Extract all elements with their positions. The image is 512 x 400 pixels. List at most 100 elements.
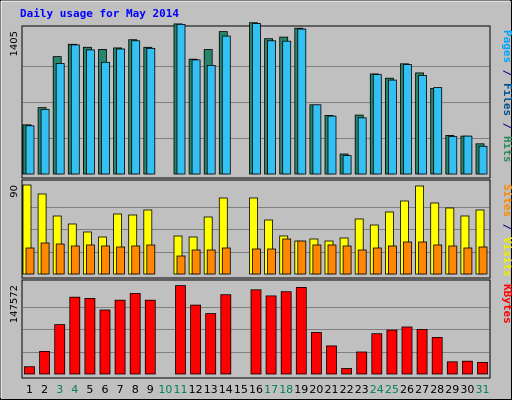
bar-sites-day-16 bbox=[252, 248, 261, 275]
day-label-13: 13 bbox=[204, 383, 218, 396]
day-label-8: 8 bbox=[132, 383, 139, 396]
bar-kbytes-day-24 bbox=[371, 333, 383, 375]
day-label-10: 10 bbox=[158, 383, 172, 396]
day-label-11: 11 bbox=[174, 383, 188, 396]
bar-files-day-7 bbox=[116, 48, 125, 175]
panel-3-legend: KBytes bbox=[501, 284, 512, 324]
legend-item: KBytes bbox=[501, 284, 512, 324]
panel-3: 147572 KBytes bbox=[9, 279, 512, 379]
bar-kbytes-day-1 bbox=[24, 366, 35, 375]
bar-kbytes-day-3 bbox=[54, 324, 66, 375]
legend-item: / bbox=[501, 63, 512, 83]
bar-sites-day-1 bbox=[25, 247, 35, 275]
bar-sites-day-14 bbox=[221, 247, 231, 275]
bar-files-day-19 bbox=[297, 28, 307, 175]
legend-item: / bbox=[501, 217, 512, 237]
panel-1-legend: Pages / Files / Hits bbox=[501, 30, 512, 163]
bar-sites-day-4 bbox=[70, 245, 80, 275]
bar-files-day-30 bbox=[463, 135, 473, 175]
axis-max-label: 147572 bbox=[9, 285, 20, 323]
panel-2: 90 Sites / Visits bbox=[9, 179, 512, 279]
legend-item: Sites bbox=[501, 184, 512, 217]
bar-kbytes-day-2 bbox=[39, 350, 50, 375]
day-label-27: 27 bbox=[415, 383, 429, 396]
bar-kbytes-day-31 bbox=[477, 361, 488, 375]
bar-sites-day-3 bbox=[55, 243, 65, 275]
day-label-22: 22 bbox=[340, 383, 354, 396]
bar-files-day-2 bbox=[40, 109, 50, 175]
bar-files-day-31 bbox=[478, 145, 488, 175]
panel-2-legend: Sites / Visits bbox=[501, 184, 512, 277]
bar-files-day-14 bbox=[221, 35, 231, 175]
bar-sites-day-7 bbox=[116, 246, 125, 275]
bar-files-day-17 bbox=[267, 40, 277, 175]
bar-kbytes-day-12 bbox=[190, 304, 202, 375]
bar-files-day-29 bbox=[448, 136, 458, 175]
day-label-24: 24 bbox=[370, 383, 384, 396]
day-label-25: 25 bbox=[385, 383, 399, 396]
bar-kbytes-day-25 bbox=[386, 329, 398, 375]
day-label-3: 3 bbox=[56, 383, 63, 396]
bar-sites-day-2 bbox=[40, 242, 50, 275]
bar-files-day-8 bbox=[131, 40, 141, 175]
bar-files-day-24 bbox=[372, 74, 382, 175]
day-label-26: 26 bbox=[400, 383, 414, 396]
day-label-14: 14 bbox=[219, 383, 233, 396]
bar-files-day-3 bbox=[55, 63, 65, 175]
bar-files-day-9 bbox=[146, 48, 156, 175]
panel-1: 1405 Pages / Files / Hits bbox=[9, 22, 512, 179]
day-label-28: 28 bbox=[430, 383, 444, 396]
bar-sites-day-19 bbox=[297, 240, 307, 275]
bar-kbytes-day-9 bbox=[144, 299, 156, 375]
bar-kbytes-day-16 bbox=[250, 289, 262, 375]
day-label-16: 16 bbox=[249, 383, 263, 396]
bar-sites-day-12 bbox=[191, 249, 201, 275]
bar-files-day-1 bbox=[25, 125, 35, 175]
bar-kbytes-day-29 bbox=[446, 361, 458, 375]
bar-files-day-22 bbox=[342, 155, 352, 175]
bar-files-day-20 bbox=[312, 104, 322, 175]
bar-sites-day-5 bbox=[86, 244, 95, 275]
bar-kbytes-day-30 bbox=[461, 360, 473, 375]
legend-item: Pages bbox=[501, 30, 512, 63]
day-label-20: 20 bbox=[309, 383, 323, 396]
bar-sites-day-25 bbox=[387, 245, 397, 275]
day-label-12: 12 bbox=[189, 383, 203, 396]
day-label-5: 5 bbox=[86, 383, 93, 396]
bar-files-day-16 bbox=[252, 23, 261, 175]
axis-max-label: 90 bbox=[9, 185, 20, 198]
bar-kbytes-day-28 bbox=[431, 336, 443, 375]
bar-kbytes-day-19 bbox=[295, 286, 307, 375]
bar-sites-day-22 bbox=[342, 245, 352, 275]
bar-sites-day-31 bbox=[478, 246, 488, 275]
bar-kbytes-day-6 bbox=[99, 309, 111, 375]
bar-files-day-13 bbox=[206, 65, 216, 175]
bar-kbytes-day-21 bbox=[326, 345, 337, 375]
day-label-1: 1 bbox=[26, 383, 33, 396]
bar-sites-day-8 bbox=[131, 245, 141, 275]
bar-kbytes-day-23 bbox=[356, 351, 368, 375]
bar-sites-day-6 bbox=[101, 245, 110, 275]
day-label-17: 17 bbox=[264, 383, 278, 396]
day-label-15: 15 bbox=[234, 383, 248, 396]
bar-sites-day-24 bbox=[372, 247, 382, 275]
bar-sites-day-18 bbox=[282, 238, 292, 275]
day-label-21: 21 bbox=[325, 383, 339, 396]
bar-files-day-4 bbox=[70, 44, 80, 175]
bar-sites-day-17 bbox=[267, 248, 277, 275]
legend-item: / bbox=[501, 116, 512, 136]
bar-sites-day-30 bbox=[463, 247, 473, 275]
bar-kbytes-day-14 bbox=[220, 294, 232, 375]
day-label-18: 18 bbox=[279, 383, 293, 396]
day-label-9: 9 bbox=[147, 383, 154, 396]
bar-files-day-12 bbox=[191, 59, 201, 175]
bar-kbytes-day-13 bbox=[205, 313, 217, 375]
bar-sites-day-20 bbox=[312, 244, 322, 275]
bar-sites-day-27 bbox=[418, 241, 428, 275]
bar-kbytes-day-20 bbox=[310, 332, 322, 375]
day-label-4: 4 bbox=[71, 383, 78, 396]
bar-kbytes-day-5 bbox=[84, 297, 96, 375]
legend-item: Hits bbox=[501, 136, 512, 163]
day-label-2: 2 bbox=[41, 383, 48, 396]
